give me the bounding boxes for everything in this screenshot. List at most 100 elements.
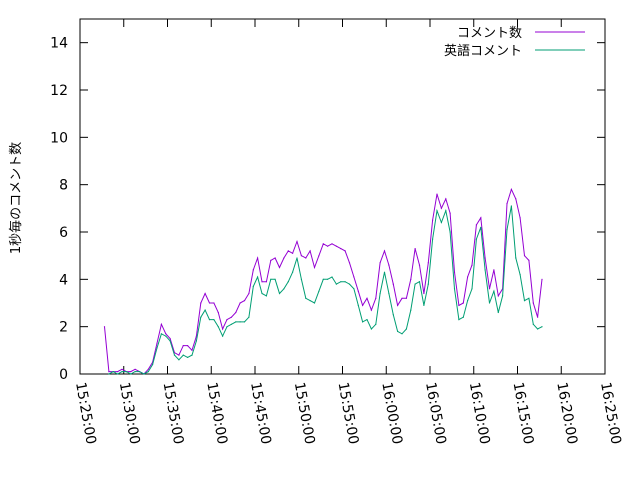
data-point [248, 292, 250, 295]
data-point [383, 271, 386, 273]
data-point [537, 328, 539, 330]
data-point [318, 255, 320, 257]
data-point [458, 319, 460, 321]
data-point [515, 257, 517, 259]
data-point [379, 262, 381, 264]
x-tick-label: 16:05:00 [422, 381, 449, 446]
data-point [432, 219, 434, 221]
data-point [493, 290, 495, 292]
data-point [497, 295, 499, 297]
data-point [274, 278, 276, 280]
y-tick-label: 12 [50, 83, 68, 99]
data-point [405, 297, 407, 299]
x-axis: 15:25:00 15:30:00 15:35:00 15:40:00 15:45:00… [72, 19, 624, 446]
data-point [165, 333, 167, 335]
data-point [353, 276, 355, 278]
y-tick-label: 8 [59, 178, 68, 194]
data-point [471, 288, 473, 290]
data-point [353, 288, 355, 290]
data-point [121, 368, 123, 370]
data-point [173, 354, 176, 356]
data-point [274, 257, 276, 259]
data-point [252, 269, 254, 271]
data-point [484, 269, 486, 271]
data-point [160, 333, 162, 335]
data-point [467, 300, 469, 302]
data-point [112, 371, 114, 373]
data-point [165, 335, 167, 337]
data-point [344, 250, 346, 252]
data-point [130, 373, 132, 375]
series-lines [103, 188, 543, 375]
data-point [270, 259, 272, 261]
data-point [252, 285, 254, 287]
data-point [108, 371, 110, 373]
data-point [327, 278, 329, 280]
data-point [388, 292, 390, 295]
data-point [278, 292, 281, 295]
x-tick-label: 15:25:00 [72, 381, 99, 446]
data-point [152, 363, 154, 366]
data-point [261, 281, 263, 283]
data-point [108, 373, 110, 375]
data-point [480, 226, 482, 228]
data-point [510, 205, 512, 207]
data-point [195, 340, 197, 342]
data-point [502, 295, 504, 297]
data-point [528, 259, 530, 261]
data-point [125, 371, 127, 373]
data-point [243, 300, 246, 302]
data-point [519, 274, 521, 276]
data-point [121, 371, 123, 373]
data-point [414, 283, 416, 285]
data-point [287, 250, 289, 252]
data-point [147, 371, 149, 373]
data-point [130, 371, 132, 373]
data-point [506, 229, 508, 231]
data-point [440, 221, 442, 224]
data-point [436, 210, 438, 212]
data-point [182, 345, 184, 347]
data-point [506, 203, 508, 205]
data-point [322, 243, 324, 245]
data-point [283, 288, 285, 290]
plot-frame [79, 18, 606, 375]
data-point [278, 266, 281, 269]
data-point [200, 316, 202, 318]
data-point [265, 295, 267, 297]
data-point [160, 323, 162, 325]
data-point [187, 356, 189, 358]
data-point [480, 217, 482, 219]
data-point [309, 300, 311, 302]
data-point [239, 321, 241, 323]
plot-area [79, 18, 606, 375]
data-point [510, 188, 512, 190]
data-point [270, 278, 272, 280]
data-point [156, 347, 158, 349]
data-point [187, 345, 189, 347]
data-point [239, 302, 241, 304]
data-point [471, 264, 473, 266]
data-point [226, 319, 228, 321]
data-point [493, 269, 495, 271]
data-point [405, 328, 407, 330]
series-line-2 [108, 205, 543, 375]
data-point [191, 349, 193, 351]
data-point [475, 238, 477, 240]
data-point [375, 323, 377, 325]
data-point [462, 316, 464, 318]
x-tick-label: 15:50:00 [291, 381, 318, 446]
data-point [230, 323, 232, 325]
data-point [445, 210, 447, 212]
data-point [410, 309, 412, 311]
data-point [178, 359, 180, 361]
x-tick-label: 16:00:00 [378, 381, 405, 446]
data-point [357, 290, 359, 292]
data-point [458, 304, 460, 306]
data-point [147, 368, 149, 370]
data-point [138, 371, 141, 373]
data-point [340, 281, 342, 283]
x-tick-label: 15:30:00 [116, 381, 143, 446]
data-point [366, 319, 368, 321]
data-point [370, 328, 372, 330]
